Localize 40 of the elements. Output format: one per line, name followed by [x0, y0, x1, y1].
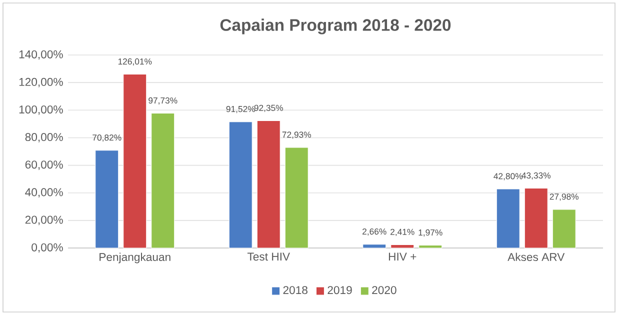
bar	[95, 150, 119, 248]
bar	[228, 122, 252, 248]
data-label: 91,52%	[226, 106, 255, 114]
chart-title: Capaian Program 2018 - 2020	[220, 18, 451, 34]
legend-label: 2020	[372, 286, 396, 294]
bar	[284, 147, 308, 248]
x-tick-label: Test HIV	[247, 252, 290, 261]
legend-label: 2019	[328, 286, 352, 294]
bar	[552, 209, 576, 248]
data-label: 70,82%	[92, 134, 122, 142]
data-label: 42,80%	[494, 173, 522, 180]
bar	[362, 244, 386, 248]
bar	[418, 245, 442, 248]
bar	[123, 74, 147, 248]
y-tick-label: 80,00%	[25, 133, 63, 142]
bar	[496, 188, 520, 248]
bar	[390, 244, 414, 248]
data-label: 97,73%	[148, 97, 178, 105]
legend-label: 2018	[283, 286, 308, 294]
data-label: 43,33%	[522, 172, 550, 180]
data-label: 72,93%	[282, 132, 311, 139]
x-tick-label: Akses ARV	[508, 252, 565, 262]
y-tick-label: 20,00%	[25, 216, 63, 226]
bar	[256, 120, 280, 248]
data-label: 2,41%	[390, 228, 414, 236]
data-label: 126,01%	[118, 58, 152, 66]
y-tick-label: 120,00%	[19, 78, 63, 88]
y-tick-label: 140,00%	[19, 50, 63, 60]
data-label: 2,66%	[362, 228, 386, 236]
y-tick-label: 100,00%	[19, 105, 63, 115]
data-label: 1,97%	[418, 229, 442, 237]
data-label: 92,35%	[254, 104, 283, 112]
x-tick-label: HIV +	[388, 252, 416, 261]
bar	[151, 113, 175, 248]
y-tick-label: 40,00%	[25, 188, 63, 198]
x-tick-label: Penjangkauan	[100, 252, 170, 264]
data-label: 27,98%	[550, 194, 578, 201]
y-tick-label: 60,00%	[25, 160, 63, 170]
bar	[524, 188, 548, 248]
y-tick-label: 0,00%	[32, 243, 63, 253]
